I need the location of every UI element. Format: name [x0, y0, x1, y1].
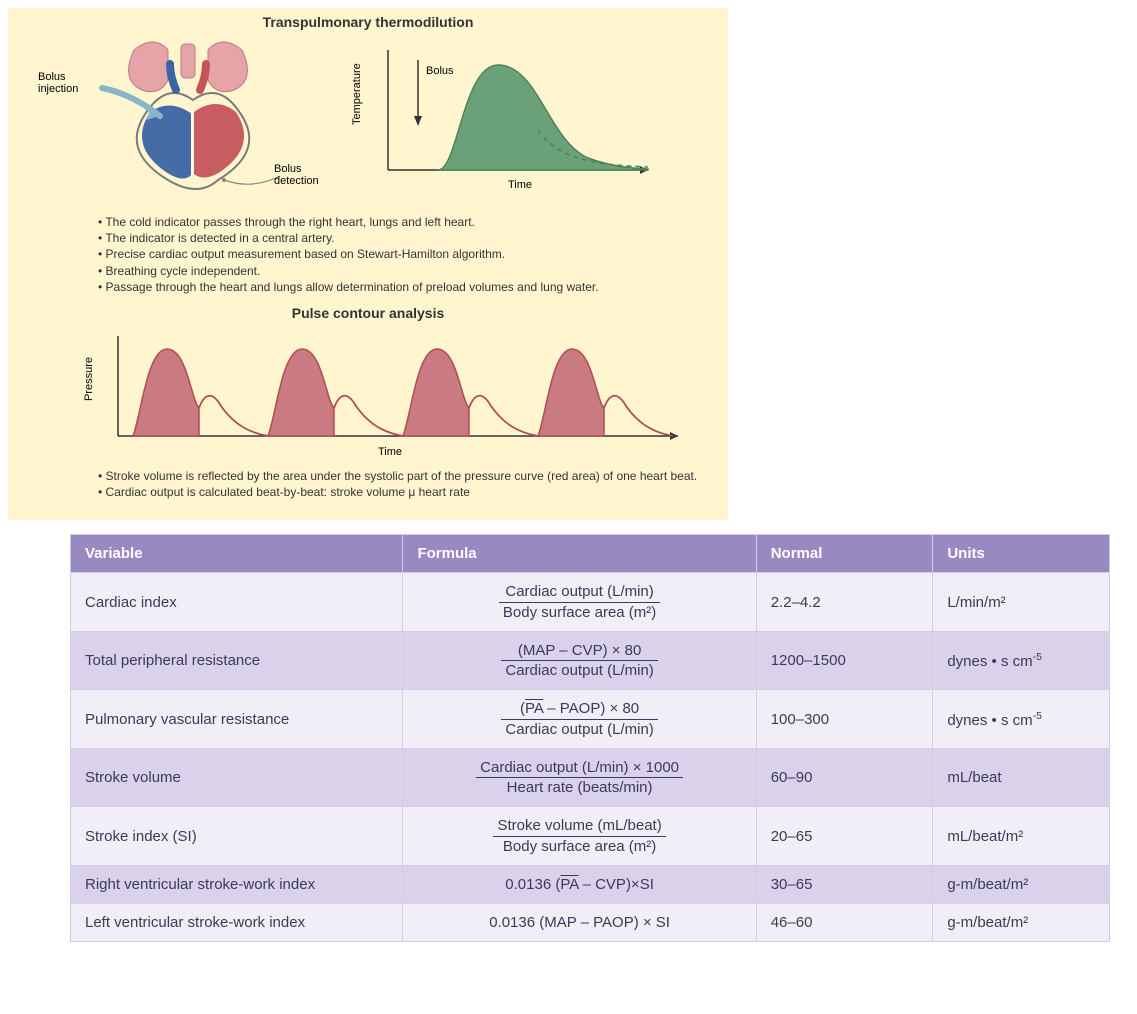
cell-normal: 1200–1500 — [756, 631, 933, 690]
svg-text:detection: detection — [274, 175, 319, 187]
bullet-item: Precise cardiac output measurement based… — [98, 246, 718, 262]
section1-title: Transpulmonary thermodilution — [18, 14, 718, 30]
bullet-item: Stroke volume is reflected by the area u… — [98, 468, 718, 484]
cell-units: mL/beat/m² — [933, 807, 1110, 866]
bullet-item: Passage through the heart and lungs allo… — [98, 279, 718, 295]
table-row: Pulmonary vascular resistance(PA – PAOP)… — [71, 690, 1110, 749]
heart-lungs-diagram: Bolus injection Bolus detection — [18, 30, 338, 210]
bullet-item: Cardiac output is calculated beat-by-bea… — [98, 484, 718, 500]
cell-units: g-m/beat/m² — [933, 903, 1110, 941]
col-variable: Variable — [71, 535, 403, 573]
cell-units: dynes • s cm-5 — [933, 631, 1110, 690]
cell-formula: Stroke volume (mL/beat)Body surface area… — [403, 807, 756, 866]
table-row: Total peripheral resistance(MAP – CVP) ×… — [71, 631, 1110, 690]
pulse-contour-chart: Pressure Time — [78, 321, 698, 461]
cell-normal: 60–90 — [756, 748, 933, 807]
col-formula: Formula — [403, 535, 756, 573]
cell-normal: 30–65 — [756, 865, 933, 903]
bullet-item: The indicator is detected in a central a… — [98, 230, 718, 246]
cell-variable: Total peripheral resistance — [71, 631, 403, 690]
cell-units: L/min/m² — [933, 573, 1110, 632]
cell-formula: Cardiac output (L/min)Body surface area … — [403, 573, 756, 632]
cell-variable: Pulmonary vascular resistance — [71, 690, 403, 749]
thermodilution-chart: Temperature Bolus Time — [348, 30, 658, 200]
cell-units: mL/beat — [933, 748, 1110, 807]
bullet-item: Breathing cycle independent. — [98, 263, 718, 279]
svg-text:Bolus: Bolus — [426, 65, 454, 77]
table-row: Stroke volumeCardiac output (L/min) × 10… — [71, 748, 1110, 807]
svg-text:Temperature: Temperature — [351, 63, 363, 125]
svg-text:injection: injection — [38, 83, 78, 95]
cell-variable: Left ventricular stroke-work index — [71, 903, 403, 941]
svg-text:Time: Time — [378, 446, 402, 458]
section2-title: Pulse contour analysis — [18, 305, 718, 321]
label-bolus-injection: Bolus — [38, 71, 66, 83]
cell-units: g-m/beat/m² — [933, 865, 1110, 903]
hemodynamic-table: Variable Formula Normal Units Cardiac in… — [70, 534, 1110, 942]
cell-units: dynes • s cm-5 — [933, 690, 1110, 749]
col-normal: Normal — [756, 535, 933, 573]
table-header-row: Variable Formula Normal Units — [71, 535, 1110, 573]
table-row: Right ventricular stroke-work index0.013… — [71, 865, 1110, 903]
cell-formula: Cardiac output (L/min) × 1000Heart rate … — [403, 748, 756, 807]
col-units: Units — [933, 535, 1110, 573]
label-bolus-detection: Bolus — [274, 163, 302, 175]
cell-normal: 20–65 — [756, 807, 933, 866]
cell-formula: (PA – PAOP) × 80Cardiac output (L/min) — [403, 690, 756, 749]
cell-formula: (MAP – CVP) × 80Cardiac output (L/min) — [403, 631, 756, 690]
cell-variable: Stroke volume — [71, 748, 403, 807]
section1-diagram-row: Bolus injection Bolus detection Temperat… — [18, 30, 718, 210]
cell-formula: 0.0136 (MAP – PAOP) × SI — [403, 903, 756, 941]
cell-normal: 46–60 — [756, 903, 933, 941]
svg-text:Time: Time — [508, 179, 532, 191]
svg-text:Pressure: Pressure — [83, 357, 95, 401]
cell-formula: 0.0136 (PA – CVP)×SI — [403, 865, 756, 903]
section2-bullets: Stroke volume is reflected by the area u… — [98, 468, 718, 500]
cell-variable: Cardiac index — [71, 573, 403, 632]
cell-normal: 2.2–4.2 — [756, 573, 933, 632]
cell-normal: 100–300 — [756, 690, 933, 749]
cell-variable: Stroke index (SI) — [71, 807, 403, 866]
cell-variable: Right ventricular stroke-work index — [71, 865, 403, 903]
table-row: Cardiac indexCardiac output (L/min)Body … — [71, 573, 1110, 632]
infographic-panel: Transpulmonary thermodilution — [8, 8, 728, 520]
bullet-item: The cold indicator passes through the ri… — [98, 214, 718, 230]
section1-bullets: The cold indicator passes through the ri… — [98, 214, 718, 295]
table-row: Stroke index (SI)Stroke volume (mL/beat)… — [71, 807, 1110, 866]
table-row: Left ventricular stroke-work index0.0136… — [71, 903, 1110, 941]
